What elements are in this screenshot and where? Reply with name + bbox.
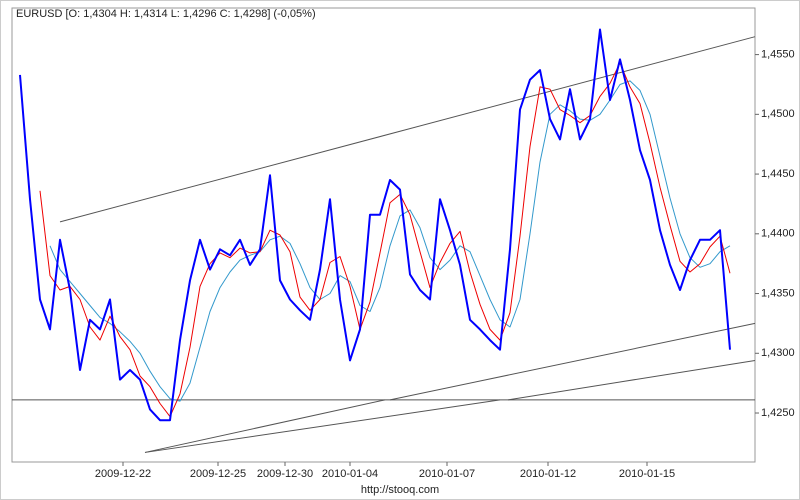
price-line [39,62,731,418]
chart-title: EURUSD [O: 1,4304 H: 1,4314 L: 1,4296 C:… [16,8,316,20]
price-line [49,80,731,402]
y-tick-label: 1,4450 [761,168,795,180]
x-tick-label: 2010-01-12 [520,468,576,480]
x-tick-label: 2010-01-04 [322,468,378,480]
y-tick-label: 1,4550 [761,49,795,61]
y-tick-label: 1,4500 [761,108,795,120]
x-tick-label: 2009-12-22 [95,468,151,480]
y-tick-label: 1,4350 [761,287,795,299]
x-tick-label: 2010-01-15 [619,468,675,480]
footer: http://stooq.com [361,484,439,496]
price-line [19,28,731,422]
trend-line [144,399,386,453]
y-tick-label: 1,4300 [761,347,795,359]
x-tick-label: 2009-12-30 [257,468,313,480]
y-tick-label: 1,4400 [761,228,795,240]
trend-line [144,399,501,453]
trend-line [59,36,756,223]
y-tick-label: 1,4250 [761,407,795,419]
trend-line [389,322,756,401]
x-tick-label: 2010-01-07 [419,468,475,480]
trend-line [507,359,756,401]
x-tick-label: 2009-12-25 [190,468,246,480]
